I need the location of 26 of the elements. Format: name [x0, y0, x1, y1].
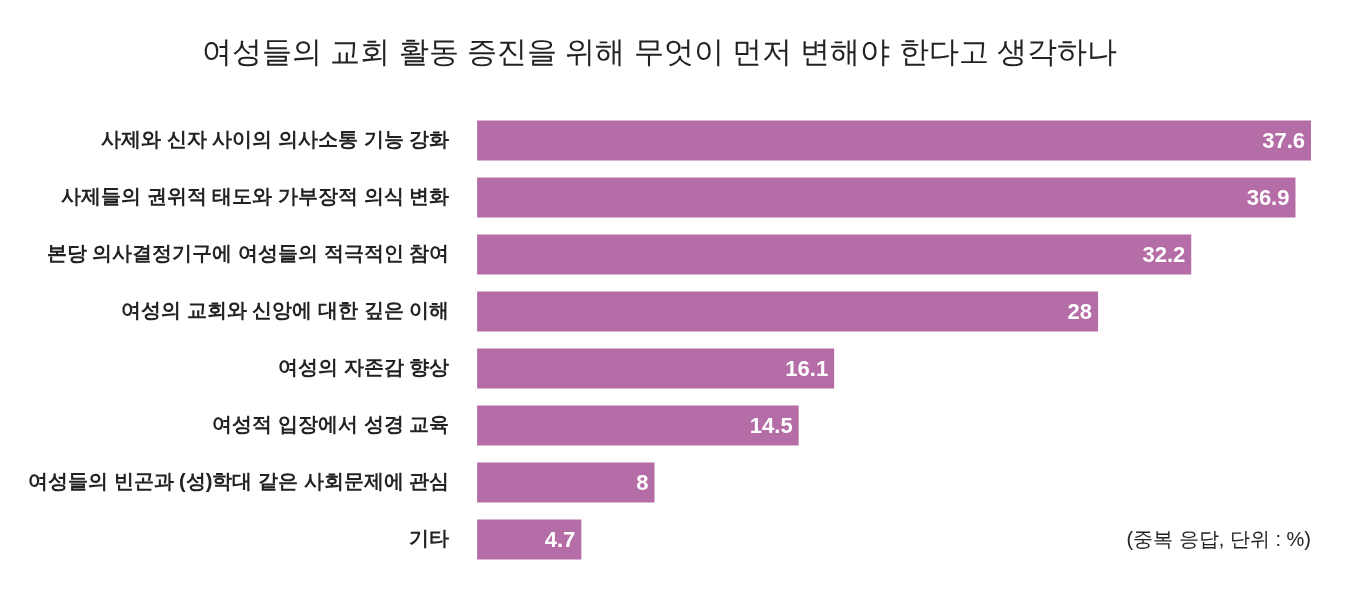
chart-title: 여성들의 교회 활동 증진을 위해 무엇이 먼저 변해야 한다고 생각하나 — [201, 35, 1118, 69]
bar — [477, 348, 835, 389]
data-label: 37.6 — [1262, 127, 1305, 153]
bar — [477, 120, 1311, 161]
data-label: 36.9 — [1246, 184, 1290, 210]
y-tick-label: 기타 — [409, 527, 450, 550]
data-label: 4.7 — [544, 526, 576, 552]
bar — [477, 291, 1099, 332]
y-tick-label: 여성적 입장에서 성경 교육 — [212, 413, 450, 436]
bar — [477, 462, 655, 503]
bar — [477, 405, 799, 446]
y-tick-label: 여성들의 빈곤과 (성)학대 같은 사회문제에 관심 — [27, 470, 450, 493]
data-label: 14.5 — [749, 412, 793, 438]
data-label: 28 — [1067, 298, 1093, 324]
y-tick-label: 여성의 자존감 향상 — [277, 356, 450, 379]
bar — [477, 234, 1192, 275]
data-label: 8 — [636, 469, 649, 495]
bar — [477, 177, 1296, 218]
bar — [477, 519, 582, 560]
y-tick-label: 사제들의 권위적 태도와 가부장적 의식 변화 — [61, 185, 450, 208]
data-label: 32.2 — [1142, 241, 1186, 267]
y-tick-label: 사제와 신자 사이의 의사소통 기능 강화 — [101, 128, 450, 151]
y-tick-label: 본당 의사결정기구에 여성들의 적극적인 참여 — [46, 242, 450, 265]
y-tick-label: 여성의 교회와 신앙에 대한 깊은 이해 — [121, 299, 450, 322]
data-label: 16.1 — [785, 355, 829, 381]
annotation: (중복 응답, 단위 : %) — [1126, 527, 1311, 550]
